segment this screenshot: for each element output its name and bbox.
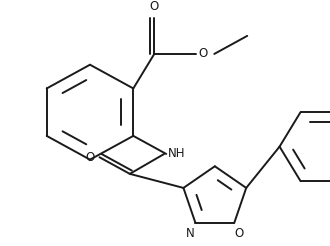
Text: O: O <box>198 47 208 61</box>
Text: NH: NH <box>168 147 186 160</box>
Text: O: O <box>150 0 159 13</box>
Text: N: N <box>186 227 195 240</box>
Text: O: O <box>85 151 94 164</box>
Text: O: O <box>235 227 244 240</box>
